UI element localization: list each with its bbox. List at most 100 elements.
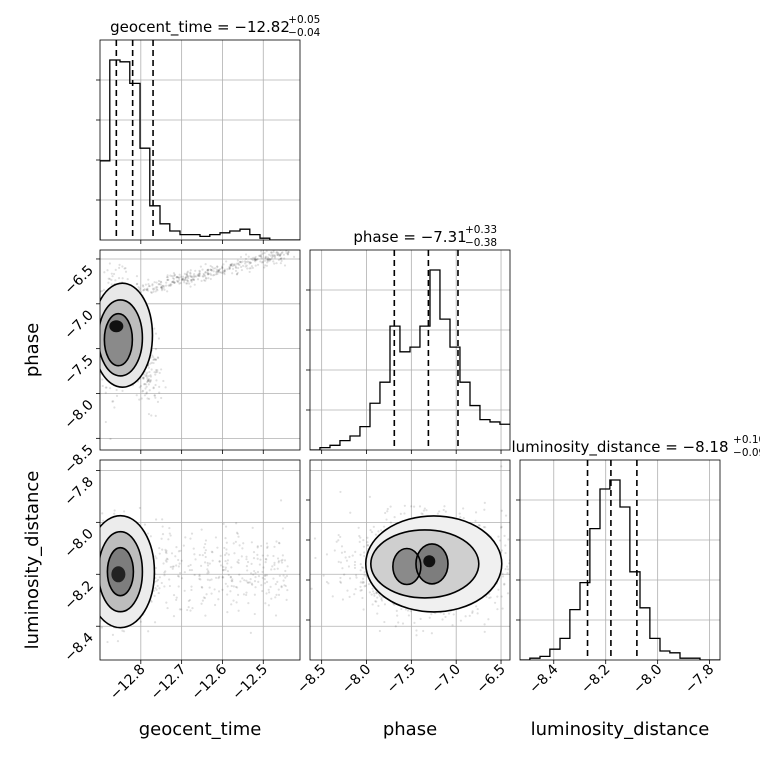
scatter-point: [260, 257, 263, 260]
scatter-point: [141, 376, 144, 379]
scatter-point: [229, 264, 232, 267]
scatter-point: [166, 558, 169, 561]
scatter-point: [244, 265, 247, 268]
scatter-point: [497, 588, 500, 591]
scatter-point: [274, 596, 277, 599]
scatter-point: [92, 301, 94, 303]
scatter-point: [276, 580, 279, 583]
scatter-point: [383, 620, 386, 624]
scatter-point: [142, 285, 145, 288]
scatter-point: [422, 629, 425, 633]
scatter-point: [234, 585, 238, 589]
scatter-point: [178, 608, 181, 611]
scatter-point: [335, 540, 338, 543]
scatter-point: [225, 260, 228, 263]
scatter-point: [136, 282, 139, 285]
scatter-point: [167, 278, 170, 281]
scatter-point: [206, 561, 209, 565]
scatter-point: [218, 560, 221, 563]
scatter-point: [488, 596, 491, 600]
scatter-point: [188, 282, 191, 285]
scatter-point: [259, 558, 262, 561]
scatter-point: [185, 274, 188, 277]
scatter-point: [287, 250, 290, 253]
scatter-point: [155, 580, 158, 583]
scatter-point: [236, 532, 239, 535]
scatter-point: [161, 548, 164, 551]
scatter-point: [283, 264, 287, 267]
scatter-point: [360, 566, 364, 569]
scatter-point: [442, 612, 445, 616]
scatter-point: [181, 277, 184, 281]
scatter-point: [339, 581, 343, 584]
scatter-point: [259, 260, 262, 263]
scatter-point: [251, 583, 254, 586]
scatter-point: [146, 380, 150, 383]
scatter-point: [374, 533, 378, 536]
scatter-point: [146, 371, 149, 374]
scatter-point: [240, 261, 243, 264]
scatter-point: [230, 603, 233, 606]
scatter-point: [359, 589, 362, 592]
scatter-point: [225, 541, 228, 544]
panel-hist-phase: [309, 249, 511, 451]
scatter-point: [232, 599, 235, 602]
scatter-point: [353, 566, 357, 569]
scatter-point: [215, 271, 218, 274]
scatter-point: [236, 586, 239, 589]
scatter-point: [183, 571, 186, 574]
scatter-point: [223, 553, 227, 557]
scatter-point: [155, 288, 158, 291]
scatter-point: [149, 362, 152, 365]
scatter-point: [378, 595, 382, 598]
scatter-point: [268, 258, 271, 261]
scatter-point: [206, 568, 209, 571]
panel-frame: [99, 459, 301, 661]
scatter-point: [149, 375, 153, 378]
scatter-point: [239, 580, 242, 583]
scatter-point: [362, 608, 365, 611]
scatter-point: [144, 383, 147, 386]
scatter-point: [459, 619, 463, 622]
scatter-point: [186, 271, 189, 274]
scatter-point: [156, 286, 159, 289]
scatter-point: [149, 379, 152, 383]
scatter-point: [474, 511, 478, 514]
scatter-point: [181, 278, 184, 282]
scatter-point: [151, 284, 154, 287]
scatter-point: [110, 278, 113, 281]
scatter-point: [525, 565, 527, 567]
scatter-point: [104, 420, 107, 424]
scatter-point: [261, 554, 264, 557]
scatter-point: [396, 614, 399, 617]
scatter-point: [418, 505, 422, 508]
scatter-point: [276, 567, 279, 570]
scatter-point: [179, 275, 182, 278]
scatter-point: [181, 275, 185, 278]
scatter-point: [203, 561, 207, 564]
scatter-point: [248, 262, 251, 265]
scatter-point: [178, 278, 181, 281]
scatter-point: [496, 595, 499, 598]
scatter-point: [97, 579, 99, 581]
scatter-point: [501, 572, 504, 575]
scatter-point: [187, 606, 190, 609]
scatter-point: [236, 560, 239, 564]
scatter-point: [95, 601, 97, 603]
scatter-point: [286, 588, 289, 592]
scatter-point: [202, 275, 205, 278]
scatter-point: [158, 385, 161, 388]
scatter-point: [156, 289, 159, 292]
scatter-point: [102, 288, 106, 292]
scatter-point: [272, 554, 275, 558]
scatter-point: [154, 371, 158, 374]
scatter-point: [219, 554, 222, 557]
scatter-point: [97, 592, 99, 594]
scatter-point: [203, 551, 207, 555]
scatter-point: [471, 611, 474, 615]
scatter-point: [184, 276, 187, 279]
scatter-point: [385, 518, 388, 521]
scatter-point: [151, 354, 154, 357]
scatter-point: [327, 582, 330, 585]
scatter-point: [104, 391, 107, 394]
